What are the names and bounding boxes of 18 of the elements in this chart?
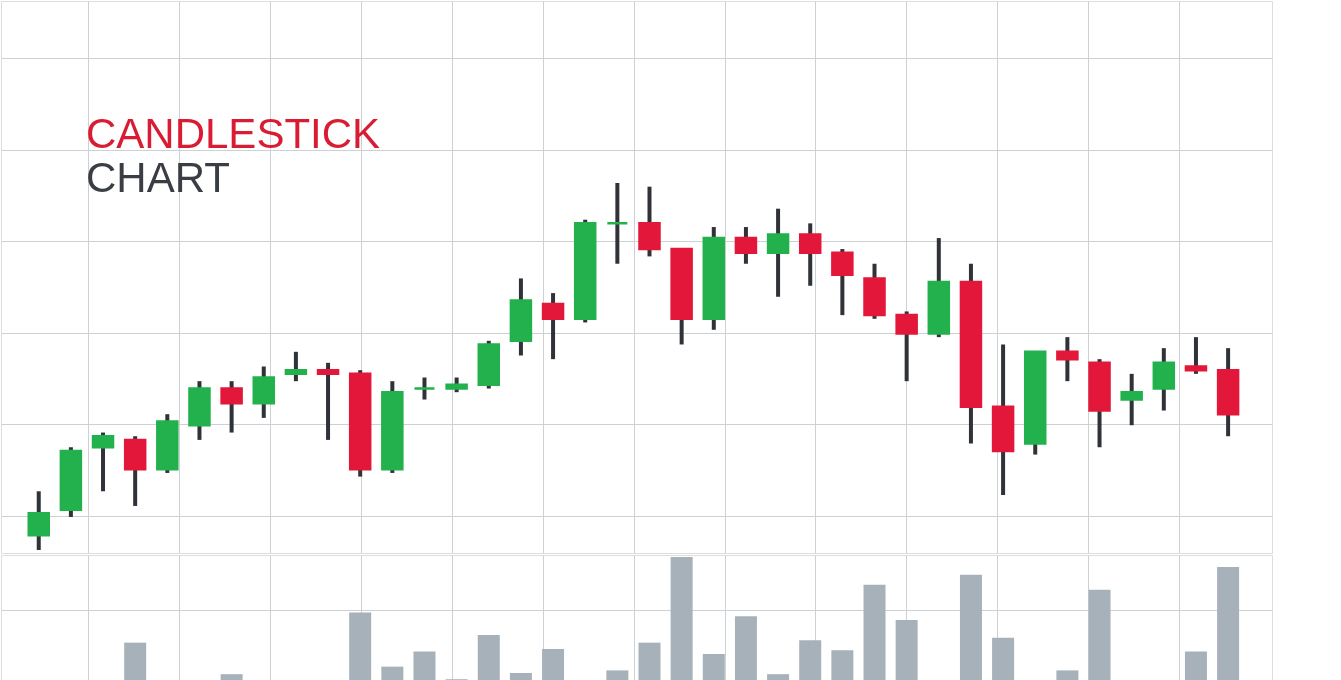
candlestick [91,432,115,492]
candlestick [606,183,629,264]
chart-title: CANDLESTICK [86,110,381,157]
candlestick [413,377,436,400]
candlestick [766,208,790,297]
candlestick [798,223,822,286]
candlestick [316,362,340,440]
candlestick [1120,373,1143,426]
candlestick [734,227,758,264]
candlestick [831,249,854,316]
candlestick [284,351,308,382]
candlestick [1184,337,1208,374]
chart-subtitle: CHART [86,154,230,201]
candlestick [541,293,565,360]
candlestick [895,311,918,382]
candlestick [27,491,50,550]
candlestick [220,381,243,433]
candlestick [1056,337,1079,382]
